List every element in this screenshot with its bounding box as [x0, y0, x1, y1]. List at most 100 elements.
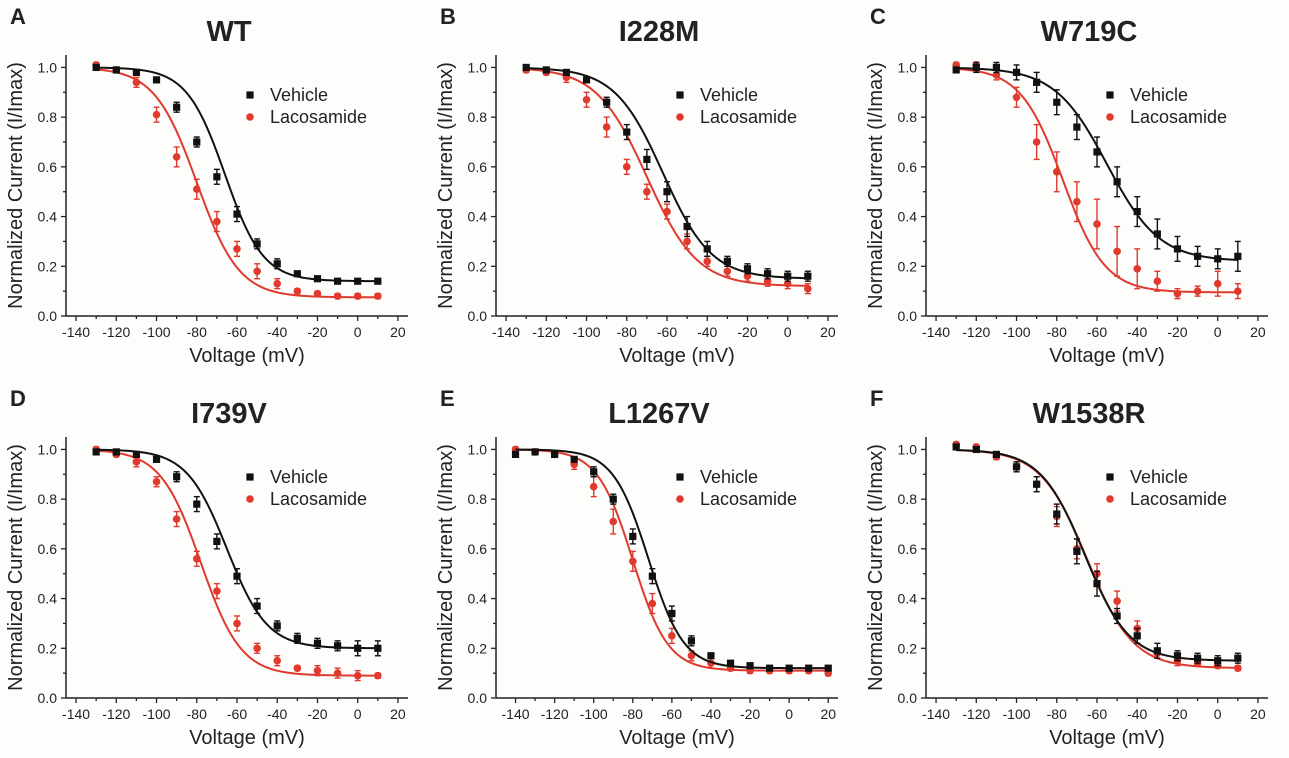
y-tick-label: 0.2 — [468, 640, 488, 656]
vehicle-point — [1093, 580, 1101, 588]
legend-marker-lacosamide — [676, 113, 684, 121]
x-tick-label: -60 — [227, 324, 247, 340]
x-tick-label: -80 — [187, 706, 207, 722]
x-tick-label: 20 — [390, 706, 406, 722]
panel-c: C W719C -140 -120 -100 -80 -60 -40 -20 0 20 0.0 0.2 0… — [860, 0, 1285, 375]
legend-marker-vehicle — [1106, 91, 1114, 99]
vehicle-point — [193, 138, 201, 146]
lacosamide-point — [622, 163, 631, 171]
y-tick-label: 1.0 — [898, 59, 918, 75]
lacosamide-point — [172, 153, 181, 161]
x-tick-label: -120 — [102, 324, 130, 340]
vehicle-point — [233, 210, 241, 218]
y-tick-label: 0.4 — [38, 209, 58, 225]
vehicle-point — [687, 637, 696, 645]
lacosamide-point — [313, 289, 322, 298]
panel-e: E L1267V -140 -120 -100 -80 -60 -40 -20 0 20 0.0 0.2… — [430, 382, 855, 757]
lacosamide-point — [353, 671, 362, 680]
y-axis-label: Normalized Current (I/Imax) — [435, 444, 457, 691]
vehicle-point — [1012, 68, 1021, 76]
vehicle-point — [668, 609, 676, 618]
legend-label-vehicle: Vehicle — [270, 85, 328, 105]
lacosamide-point — [213, 217, 221, 226]
lacosamide-point — [313, 666, 322, 675]
y-axis-label: Normalized Current (I/Imax) — [865, 444, 887, 691]
y-tick-label: 0.8 — [38, 491, 58, 507]
vehicle-point — [570, 455, 578, 463]
lacosamide-point — [1113, 597, 1121, 605]
vehicle-point — [1193, 654, 1202, 662]
lacosamide-point — [273, 656, 282, 665]
y-tick-label: 0.0 — [468, 690, 488, 706]
x-axis-label: Voltage (mV) — [189, 345, 305, 367]
legend-label-vehicle: Vehicle — [700, 467, 758, 487]
chart-panel-d: D I739V -140 -120 -100 -80 -60 -40 -20 0 20 0.0 0.2 0… — [5, 386, 408, 749]
lacosamide-point — [233, 619, 241, 628]
legend-label-vehicle: Vehicle — [270, 467, 328, 487]
x-tick-label: -80 — [1047, 706, 1067, 722]
legend-label-lacosamide: Lacosamide — [270, 107, 367, 127]
vehicle-point — [1153, 647, 1161, 655]
x-tick-label: -140 — [492, 324, 520, 340]
lacosamide-point — [152, 110, 161, 119]
legend-marker-lacosamide — [1106, 113, 1114, 121]
lacosamide-point — [609, 517, 618, 526]
vehicle-point — [1012, 463, 1021, 471]
y-tick-label: 0.8 — [898, 491, 918, 507]
panel-letter: A — [10, 4, 26, 29]
lacosamide-point — [582, 95, 591, 104]
vehicle-point — [374, 644, 382, 652]
y-tick-label: 0.6 — [468, 159, 488, 175]
y-tick-label: 0.6 — [38, 541, 58, 557]
vehicle-point — [766, 664, 774, 672]
panel-d: D I739V -140 -120 -100 -80 -60 -40 -20 0 20 0.0 0.2 0… — [0, 382, 425, 757]
y-tick-label: 0.4 — [468, 209, 488, 225]
vehicle-point — [763, 270, 772, 278]
vehicle-point — [551, 450, 559, 458]
vehicle-point — [824, 664, 832, 672]
y-tick-label: 0.6 — [38, 159, 58, 175]
lacosamide-fit-curve — [956, 449, 1238, 669]
y-tick-label: 0.8 — [38, 109, 58, 125]
lacosamide-point — [132, 458, 141, 466]
panel-letter: C — [870, 4, 886, 29]
vehicle-point — [1053, 98, 1061, 106]
vehicle-point — [992, 63, 1001, 72]
x-tick-label: -140 — [922, 706, 950, 722]
x-tick-label: -120 — [541, 706, 569, 722]
vehicle-point — [213, 173, 221, 181]
vehicle-point — [213, 537, 221, 545]
vehicle-point — [582, 76, 591, 84]
lacosamide-point — [353, 292, 362, 300]
x-tick-label: -60 — [1087, 706, 1107, 722]
y-tick-label: 0.2 — [38, 258, 58, 274]
legend-marker-vehicle — [676, 473, 684, 481]
y-tick-label: 1.0 — [38, 59, 58, 75]
panel-title: I739V — [191, 398, 267, 430]
vehicle-point — [590, 468, 598, 476]
x-tick-label: -140 — [62, 706, 90, 722]
vehicle-point — [1073, 547, 1081, 555]
y-tick-label: 0.8 — [468, 491, 488, 507]
vehicle-point — [1133, 632, 1141, 640]
lacosamide-point — [333, 669, 342, 677]
x-axis-label: Voltage (mV) — [1049, 727, 1165, 749]
legend-label-vehicle: Vehicle — [1130, 467, 1188, 487]
x-tick-label: -40 — [267, 324, 287, 340]
x-tick-label: 0 — [1214, 706, 1222, 722]
lacosamide-fit-curve — [956, 67, 1238, 294]
y-tick-label: 0.2 — [468, 258, 488, 274]
vehicle-point — [1234, 252, 1242, 260]
x-tick-label: -20 — [737, 324, 757, 340]
legend-marker-lacosamide — [246, 113, 254, 121]
lacosamide-point — [1213, 279, 1222, 288]
lacosamide-point — [293, 287, 302, 295]
vehicle-point — [233, 572, 241, 580]
lacosamide-point — [172, 515, 181, 523]
x-tick-label: -100 — [1003, 706, 1031, 722]
lacosamide-point — [152, 477, 161, 486]
y-tick-label: 0.8 — [898, 109, 918, 125]
vehicle-point — [511, 450, 520, 458]
lacosamide-fit-curve — [526, 68, 808, 287]
